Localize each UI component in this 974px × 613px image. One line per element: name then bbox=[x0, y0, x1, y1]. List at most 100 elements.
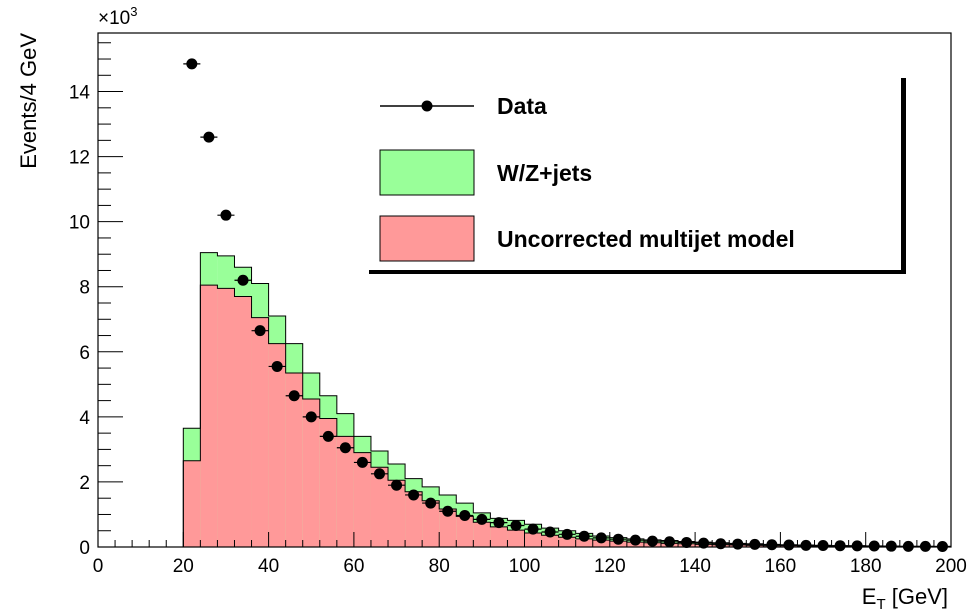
bar-multijet bbox=[285, 372, 303, 547]
legend-swatch-multijet bbox=[379, 215, 475, 262]
bar-multijet bbox=[319, 418, 337, 547]
y-tick-label: 2 bbox=[79, 473, 90, 494]
data-point bbox=[817, 540, 829, 552]
data-point bbox=[902, 540, 914, 552]
data-point bbox=[322, 430, 334, 442]
y-tick-label: 6 bbox=[79, 343, 90, 364]
data-point bbox=[356, 456, 368, 468]
data-point bbox=[237, 274, 249, 286]
bar-multijet bbox=[422, 500, 440, 547]
axes-layer: 0 20 40 60 80 100 120 140 160 180 200 0 2 4 6 8 10 12 14 bbox=[69, 42, 967, 577]
legend-label-multijet: Uncorrected multijet model bbox=[497, 226, 795, 252]
bar-multijet bbox=[353, 452, 371, 547]
data-point bbox=[442, 505, 454, 517]
data-point bbox=[766, 539, 778, 551]
data-point bbox=[732, 538, 744, 550]
data-point bbox=[800, 539, 812, 551]
data-point bbox=[476, 513, 488, 525]
y-tick-label: 0 bbox=[79, 538, 90, 559]
bar-multijet bbox=[575, 538, 593, 547]
legend: Data W/Z+jets Uncorrected multijet model bbox=[369, 78, 906, 274]
data-point bbox=[561, 528, 573, 540]
data-point bbox=[698, 537, 710, 549]
bar-multijet bbox=[439, 508, 457, 547]
data-point bbox=[851, 540, 863, 552]
data-point bbox=[459, 509, 471, 521]
data-points-layer bbox=[183, 58, 951, 553]
x-tick-label: 120 bbox=[594, 556, 626, 577]
data-point bbox=[391, 479, 403, 491]
bar-multijet bbox=[183, 460, 201, 547]
x-tick-label: 40 bbox=[258, 556, 279, 577]
data-point bbox=[578, 530, 590, 542]
x-tick-label: 20 bbox=[173, 556, 194, 577]
data-point bbox=[595, 532, 607, 544]
data-point bbox=[629, 534, 641, 546]
x-tick-label: 160 bbox=[765, 556, 797, 577]
bar-multijet bbox=[456, 516, 474, 547]
bar-multijet bbox=[388, 480, 406, 547]
x-tick-label: 200 bbox=[935, 556, 967, 577]
data-point bbox=[612, 533, 624, 545]
bar-multijet bbox=[234, 296, 252, 547]
data-point bbox=[373, 468, 385, 480]
x-axis-title-subscript: T bbox=[876, 596, 885, 613]
data-point bbox=[186, 58, 198, 70]
bar-multijet bbox=[217, 288, 235, 547]
legend-swatch-wz-jets bbox=[379, 149, 475, 196]
y-multiplier-exponent: 3 bbox=[130, 4, 137, 19]
y-tick-label: 8 bbox=[79, 278, 90, 299]
legend-entry-data: Data bbox=[380, 93, 547, 119]
legend-label-wz-jets: W/Z+jets bbox=[497, 160, 592, 186]
bar-multijet bbox=[507, 530, 525, 547]
bar-multijet bbox=[405, 491, 423, 547]
x-tick-label: 180 bbox=[850, 556, 882, 577]
data-point bbox=[305, 411, 317, 423]
data-point bbox=[254, 325, 266, 337]
y-axis-title: Events/4 GeV bbox=[16, 33, 41, 169]
data-point bbox=[288, 390, 300, 402]
data-point bbox=[339, 442, 351, 454]
bar-multijet bbox=[541, 535, 559, 547]
bar-multijet bbox=[200, 285, 218, 547]
legend-label-data: Data bbox=[497, 93, 547, 119]
data-point bbox=[544, 526, 556, 538]
x-axis-title: ET [GeV] bbox=[862, 584, 948, 613]
data-point bbox=[868, 540, 880, 552]
y-tick-label: 10 bbox=[69, 213, 90, 234]
data-point bbox=[664, 536, 676, 548]
legend-entry-wz-jets: W/Z+jets bbox=[379, 149, 592, 196]
data-point bbox=[834, 540, 846, 552]
x-tick-label: 100 bbox=[509, 556, 541, 577]
y-tick-label: 12 bbox=[69, 148, 90, 169]
y-tick-label: 14 bbox=[69, 83, 91, 104]
data-point bbox=[220, 209, 232, 221]
bar-multijet bbox=[268, 343, 286, 547]
data-point bbox=[783, 539, 795, 551]
data-point bbox=[749, 538, 761, 550]
y-multiplier: ×103 bbox=[98, 4, 137, 29]
x-tick-label: 80 bbox=[429, 556, 450, 577]
y-tick-label: 4 bbox=[79, 408, 90, 429]
data-point bbox=[203, 131, 215, 143]
data-point bbox=[681, 536, 693, 548]
data-point bbox=[885, 540, 897, 552]
data-point bbox=[527, 523, 539, 535]
bar-multijet bbox=[524, 533, 542, 547]
data-point bbox=[919, 540, 931, 552]
data-point bbox=[510, 520, 522, 532]
data-point bbox=[493, 517, 505, 529]
bar-multijet bbox=[592, 540, 610, 547]
data-point bbox=[271, 360, 283, 372]
bar-multijet bbox=[558, 537, 576, 547]
legend-data-marker bbox=[421, 100, 433, 112]
x-tick-label: 140 bbox=[679, 556, 711, 577]
data-point bbox=[425, 497, 437, 509]
bar-multijet bbox=[251, 317, 269, 547]
bar-multijet bbox=[473, 522, 491, 547]
bar-multijet bbox=[336, 436, 354, 547]
bar-multijet bbox=[302, 398, 320, 547]
data-point bbox=[408, 489, 420, 501]
bar-multijet bbox=[490, 526, 508, 547]
